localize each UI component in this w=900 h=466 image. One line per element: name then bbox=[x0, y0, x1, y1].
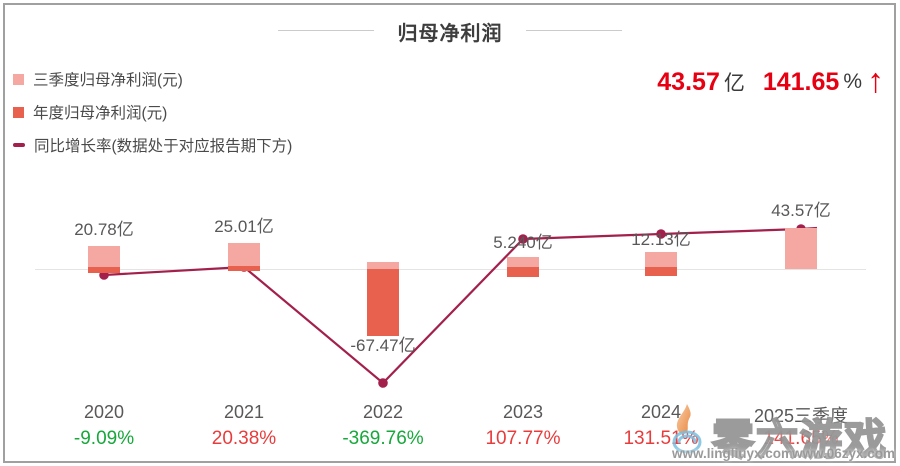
bar-quarterly bbox=[88, 246, 120, 268]
chart-title: 归母净利润 bbox=[397, 23, 503, 45]
x-axis-year: 2024 bbox=[640, 402, 682, 422]
growth-rate-label: 131.51% bbox=[623, 428, 699, 449]
bar-quarterly bbox=[228, 243, 260, 268]
bar-value-label: -67.47亿 bbox=[350, 336, 416, 355]
legend-item-annual: 年度归母净利润(元) bbox=[13, 101, 292, 123]
bar-value-label: 25.01亿 bbox=[214, 217, 274, 236]
growth-rate-label: -9.09% bbox=[73, 428, 135, 449]
legend-label: 三季度归母净利润(元) bbox=[33, 72, 183, 89]
bar-value-label: 12.13亿 bbox=[631, 230, 691, 249]
growth-rate-label: 107.77% bbox=[485, 428, 561, 449]
bar-value-label: 20.78亿 bbox=[74, 220, 134, 239]
growth-rate-label: 20.38% bbox=[211, 428, 277, 449]
growth-rate-label: -369.76% bbox=[342, 428, 424, 449]
growth-rate-label: 141.65% bbox=[763, 428, 839, 449]
bar-quarterly bbox=[367, 262, 399, 269]
x-axis-year: 2025三季度 bbox=[753, 406, 849, 426]
title-divider-right bbox=[526, 30, 622, 31]
latest-summary: 43.57 亿 141.65 % ↑ bbox=[657, 60, 884, 104]
legend-swatch-0 bbox=[13, 73, 24, 85]
legend: 三季度归母净利润(元) 年度归母净利润(元) 同比增长率(数据处于对应报告期下方… bbox=[13, 68, 292, 156]
summary-growth-value: 141.65 bbox=[762, 67, 840, 96]
x-axis-year: 2023 bbox=[502, 402, 544, 422]
zero-axis-line bbox=[35, 269, 866, 270]
legend-item-growth-rate: 同比增长率(数据处于对应报告期下方) bbox=[13, 134, 292, 156]
bar-annual bbox=[88, 267, 120, 273]
summary-value: 43.57 bbox=[657, 67, 720, 96]
up-arrow-icon: ↑ bbox=[867, 62, 884, 100]
bar-annual bbox=[645, 267, 677, 276]
legend-swatch-2 bbox=[13, 143, 25, 147]
x-axis-year: 2022 bbox=[362, 402, 404, 422]
legend-item-quarterly: 三季度归母净利润(元) bbox=[13, 68, 292, 90]
summary-percent-sign: % bbox=[843, 70, 862, 93]
title-divider-left bbox=[278, 30, 374, 31]
summary-value-unit: 亿 bbox=[723, 72, 745, 95]
legend-swatch-1 bbox=[13, 106, 24, 118]
legend-label: 同比增长率(数据处于对应报告期下方) bbox=[34, 138, 293, 155]
legend-label: 年度归母净利润(元) bbox=[33, 105, 168, 122]
x-axis-year: 2020 bbox=[83, 402, 125, 422]
bar-value-label: 43.57亿 bbox=[771, 201, 831, 220]
bar-annual bbox=[228, 266, 260, 271]
x-axis-year: 2021 bbox=[223, 402, 265, 422]
bar-quarterly bbox=[785, 228, 817, 269]
bar-annual bbox=[507, 267, 539, 277]
bar-annual bbox=[367, 269, 399, 336]
bar-value-label: 5.240亿 bbox=[493, 233, 553, 252]
